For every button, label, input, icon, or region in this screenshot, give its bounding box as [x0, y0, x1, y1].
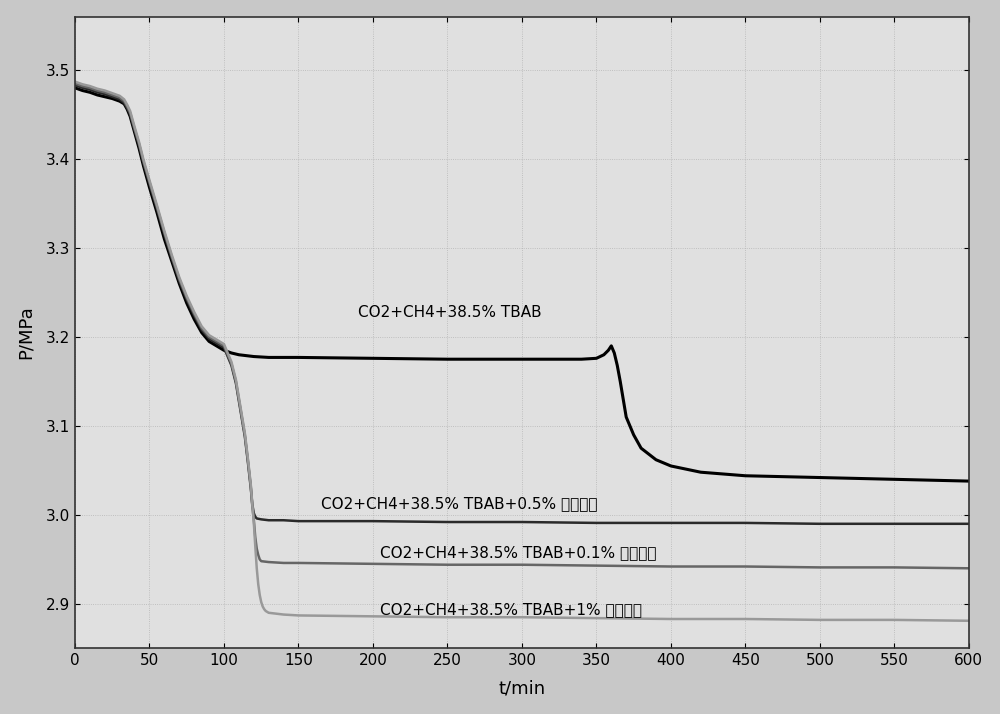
Y-axis label: P/MPa: P/MPa: [17, 306, 35, 359]
X-axis label: t/min: t/min: [498, 679, 545, 698]
Text: CO2+CH4+38.5% TBAB+0.1% 碳纳米管: CO2+CH4+38.5% TBAB+0.1% 碳纳米管: [380, 545, 657, 560]
Text: CO2+CH4+38.5% TBAB+0.5% 碳纳米管: CO2+CH4+38.5% TBAB+0.5% 碳纳米管: [321, 496, 597, 511]
Text: CO2+CH4+38.5% TBAB: CO2+CH4+38.5% TBAB: [358, 305, 542, 320]
Text: CO2+CH4+38.5% TBAB+1% 碳纳米管: CO2+CH4+38.5% TBAB+1% 碳纳米管: [380, 603, 642, 618]
